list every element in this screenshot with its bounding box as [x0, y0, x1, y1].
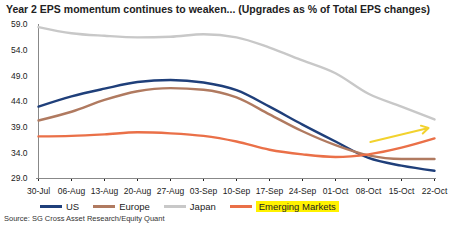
svg-text:24-Sep: 24-Sep [289, 186, 317, 196]
svg-text:01-Oct: 01-Oct [323, 186, 349, 196]
svg-text:59.0: 59.0 [11, 19, 28, 29]
html-text:Source: SG Cross Asset Researc: Source: SG Cross Asset Research/Equity Q… [4, 214, 165, 223]
svg-text:49.0: 49.0 [11, 71, 28, 81]
svg-text:13-Aug: 13-Aug [91, 186, 119, 196]
svg-text:30-Jul: 30-Jul [27, 186, 50, 196]
svg-text:22-Oct: 22-Oct [422, 186, 448, 196]
svg-text:20-Aug: 20-Aug [124, 186, 152, 196]
svg-text:10-Sep: 10-Sep [223, 186, 251, 196]
svg-text:15-Oct: 15-Oct [389, 186, 415, 196]
html-text:Year 2 EPS momentum continues: Year 2 EPS momentum continues to weaken.… [6, 3, 430, 15]
svg-text:44.0: 44.0 [11, 96, 28, 106]
svg-text:29.0: 29.0 [11, 173, 28, 183]
svg-text:27-Aug: 27-Aug [157, 186, 185, 196]
html-text:US: US [66, 200, 80, 212]
html-text:Emerging Markets: Emerging Markets [258, 200, 336, 212]
svg-text:54.0: 54.0 [11, 45, 28, 55]
svg-text:34.0: 34.0 [11, 148, 28, 158]
svg-text:17-Sep: 17-Sep [256, 186, 284, 196]
svg-text:03-Sep: 03-Sep [190, 186, 218, 196]
html-text:Japan: Japan [189, 200, 216, 212]
svg-text:06-Aug: 06-Aug [58, 186, 86, 196]
svg-text:08-Oct: 08-Oct [356, 186, 382, 196]
svg-text:39.0: 39.0 [11, 122, 28, 132]
html-text:Europe: Europe [119, 200, 150, 212]
